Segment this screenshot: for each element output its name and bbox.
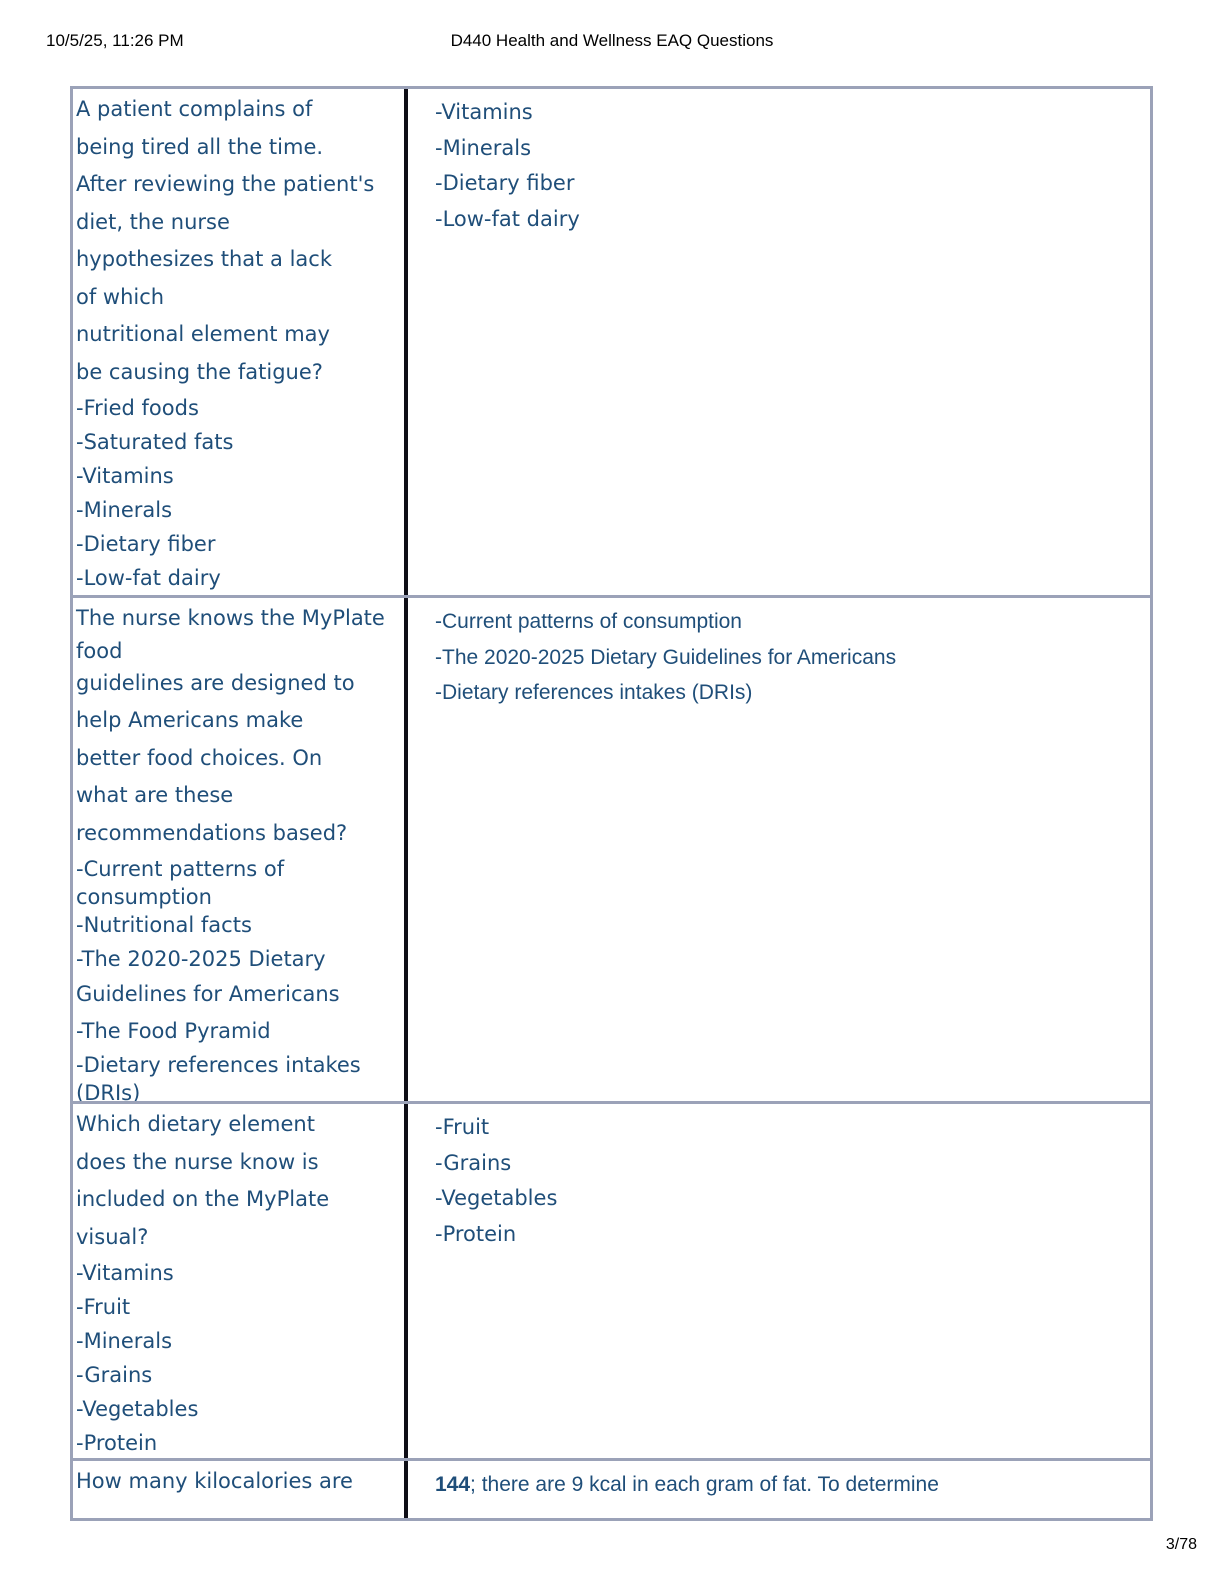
question-line: How many kilocalories are bbox=[76, 1469, 353, 1493]
answer-line: -Grains bbox=[435, 1150, 512, 1175]
answer-bold-value: 144 bbox=[435, 1473, 471, 1496]
question-line: food bbox=[76, 638, 123, 663]
question-cell: How many kilocalories are bbox=[73, 1461, 404, 1518]
question-line: Which dietary element bbox=[76, 1112, 315, 1136]
question-line: -Protein bbox=[76, 1431, 158, 1455]
question-line: The nurse knows the MyPlate bbox=[76, 606, 385, 630]
question-line: -Vitamins bbox=[76, 1261, 174, 1285]
table-row-1: A patient complains of being tired all th… bbox=[73, 89, 1150, 595]
question-line: -Nutritional facts bbox=[76, 913, 252, 937]
question-cell: The nurse knows the MyPlate food guideline… bbox=[73, 598, 404, 1101]
table-row-4: How many kilocalories are 144; there are … bbox=[73, 1458, 1150, 1518]
question-line: help Americans make bbox=[76, 708, 304, 732]
question-line: nutritional element may bbox=[76, 322, 330, 346]
page-number: 3/78 bbox=[1165, 1536, 1197, 1553]
answer-line: -The 2020-2025 Dietary Guidelines for Am… bbox=[435, 645, 897, 669]
question-cell: A patient complains of being tired all th… bbox=[73, 89, 404, 595]
answer-line: -Vitamins bbox=[435, 100, 533, 124]
header-title: D440 Health and Wellness EAQ Questions bbox=[450, 31, 774, 50]
answer-cell: 144; there are 9 kcal in each gram of fa… bbox=[404, 1461, 1150, 1518]
question-line: -Vegetables bbox=[76, 1397, 199, 1421]
question-cell: Which dietary element does the nurse know… bbox=[73, 1104, 404, 1458]
question-line: hypothesizes that a lack bbox=[76, 247, 332, 271]
answer-line: -Dietary references intakes (DRIs) bbox=[435, 681, 753, 704]
question-line: -The 2020-2025 Dietary bbox=[76, 947, 326, 971]
answer-line: -Fruit bbox=[435, 1115, 490, 1139]
table-row-3: Which dietary element does the nurse know… bbox=[73, 1101, 1150, 1458]
question-line: diet, the nurse bbox=[76, 209, 230, 234]
question-line: -Vitamins bbox=[76, 464, 174, 488]
question-line: -Grains bbox=[76, 1363, 153, 1387]
question-line: recommendations based? bbox=[76, 820, 348, 845]
question-line: -The Food Pyramid bbox=[76, 1018, 271, 1043]
answer-line: -Low-fat dairy bbox=[435, 206, 580, 231]
question-line: better food choices. On bbox=[76, 745, 323, 770]
question-line: -Minerals bbox=[76, 498, 173, 522]
question-answer-table: A patient complains of being tired all th… bbox=[70, 86, 1153, 1521]
answer-line: 144; there are 9 kcal in each gram of fa… bbox=[435, 1473, 939, 1496]
question-line: -Current patterns of bbox=[76, 857, 285, 881]
answer-line: -Minerals bbox=[435, 135, 532, 160]
question-line: Guidelines for Americans bbox=[76, 982, 340, 1006]
question-line: guidelines are designed to bbox=[76, 670, 355, 695]
question-line: -Minerals bbox=[76, 1329, 173, 1353]
question-line: being tired all the time. bbox=[76, 134, 324, 159]
answer-cell: -Vitamins -Minerals -Dietary fiber -Low-fat… bbox=[404, 89, 1150, 595]
question-line: -Dietary references intakes bbox=[76, 1052, 361, 1077]
table-row-2: The nurse knows the MyPlate food guideline… bbox=[73, 595, 1150, 1101]
header-datetime: 10/5/25, 11:26 PM bbox=[46, 31, 184, 50]
answer-line: -Protein bbox=[435, 1221, 517, 1246]
question-line: A patient complains of bbox=[76, 97, 313, 121]
answer-line: -Dietary fiber bbox=[435, 171, 575, 195]
answer-cell: -Current patterns of consumption -The 202… bbox=[404, 598, 1150, 1101]
answer-cell: -Fruit -Grains -Vegetables -Protein bbox=[404, 1104, 1150, 1458]
question-line: be causing the fatigue? bbox=[76, 359, 323, 384]
question-line: included on the MyPlate bbox=[76, 1187, 330, 1211]
question-line: of which bbox=[76, 284, 165, 309]
question-line: After reviewing the patient's bbox=[76, 172, 375, 196]
question-line: (DRIs) bbox=[76, 1080, 141, 1102]
question-line: -Fried foods bbox=[76, 396, 199, 420]
question-line: consumption bbox=[76, 885, 212, 909]
question-line: what are these bbox=[76, 783, 234, 807]
answer-line: -Current patterns of consumption bbox=[435, 610, 742, 633]
question-line: visual? bbox=[76, 1224, 149, 1249]
question-line: -Fruit bbox=[76, 1295, 131, 1319]
answer-line: -Vegetables bbox=[435, 1186, 558, 1210]
question-line: does the nurse know is bbox=[76, 1149, 319, 1174]
question-line: -Dietary fiber bbox=[76, 532, 216, 556]
question-line: -Low-fat dairy bbox=[76, 566, 221, 590]
question-line: -Saturated fats bbox=[76, 430, 234, 454]
